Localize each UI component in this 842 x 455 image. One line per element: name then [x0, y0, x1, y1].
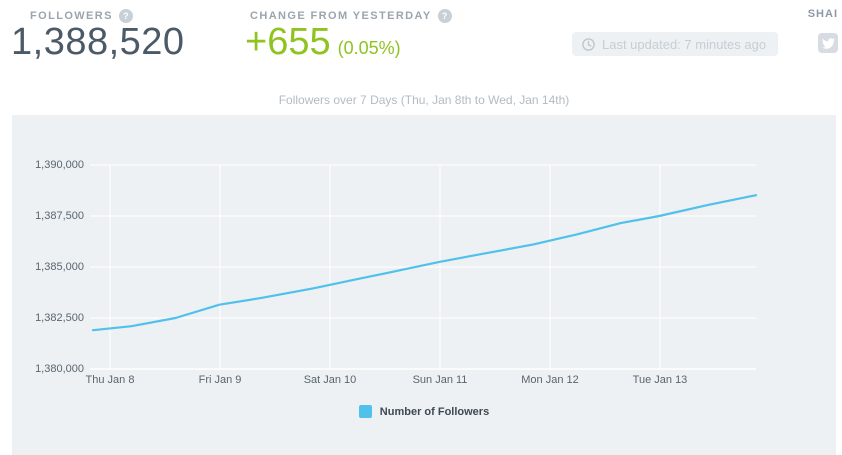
legend-color-swatch	[358, 405, 372, 418]
followers-label: FOLLOWERS ?	[30, 9, 133, 23]
twitter-bird-icon	[821, 37, 835, 49]
last-updated-text: Last updated: 7 minutes ago	[602, 36, 767, 52]
y-tick-label: 1,387,500	[35, 210, 84, 222]
chart-title: Followers over 7 Days (Thu, Jan 8th to W…	[278, 93, 570, 107]
y-tick-label: 1,385,000	[35, 261, 84, 273]
y-tick-label: 1,382,500	[35, 312, 84, 324]
question-mark-icon[interactable]: ?	[118, 9, 133, 23]
x-tick-label: Sun Jan 11	[412, 374, 468, 386]
change-from-yesterday: +655 (0.05%)	[245, 21, 401, 63]
x-tick-label: Fri Jan 9	[198, 374, 242, 386]
change-label-text: CHANGE FROM YESTERDAY	[250, 10, 432, 22]
last-updated-badge: Last updated: 7 minutes ago	[572, 32, 779, 56]
followers-count: 1,388,520	[11, 21, 185, 63]
y-tick-label: 1,380,000	[35, 363, 84, 375]
x-tick-label: Tue Jan 13	[632, 374, 688, 386]
change-from-yesterday-label: CHANGE FROM YESTERDAY ?	[250, 9, 452, 23]
followers-label-text: FOLLOWERS	[30, 10, 113, 22]
share-section-label[interactable]: SHAI	[807, 8, 838, 20]
change-value: +655	[245, 21, 331, 63]
twitter-share-button[interactable]	[818, 33, 838, 53]
x-tick-label: Sat Jan 10	[303, 374, 357, 386]
legend-series-label: Number of Followers	[379, 405, 490, 418]
clock-icon	[582, 37, 595, 51]
y-tick-label: 1,390,000	[35, 159, 84, 171]
followers-series-line	[91, 194, 758, 332]
question-mark-icon[interactable]: ?	[437, 9, 452, 23]
chart-legend[interactable]: Number of Followers	[12, 405, 836, 418]
x-tick-label: Mon Jan 12	[521, 374, 579, 386]
followers-line-chart	[90, 164, 758, 370]
followers-chart-panel: 1,390,000 1,387,500 1,385,000 1,382,500 1,38…	[12, 115, 836, 455]
x-tick-label: Thu Jan 8	[85, 374, 135, 386]
change-percent: (0.05%)	[337, 38, 401, 58]
